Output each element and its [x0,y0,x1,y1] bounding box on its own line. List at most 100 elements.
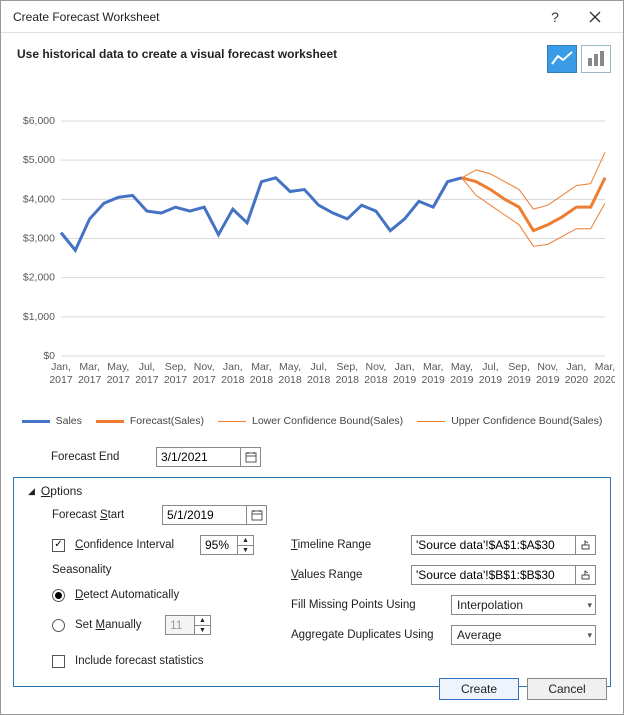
confidence-spinner[interactable]: ▲▼ [238,535,254,555]
svg-text:2018: 2018 [221,374,245,386]
svg-text:2017: 2017 [107,374,131,386]
create-forecast-dialog: Create Forecast Worksheet ? Use historic… [0,0,624,715]
svg-text:Jan,: Jan, [395,361,415,373]
svg-text:Sep,: Sep, [165,361,187,373]
chart-type-group [547,45,611,73]
seasonality-header: Seasonality [28,564,261,576]
legend-item: Lower Confidence Bound(Sales) [218,415,403,427]
svg-text:Mar,: Mar, [595,361,615,373]
svg-text:2018: 2018 [336,374,360,386]
seasonality-auto-radio[interactable] [52,589,65,602]
instructional-text: Use historical data to create a visual f… [1,33,623,71]
svg-text:Sep,: Sep, [508,361,530,373]
svg-text:2019: 2019 [450,374,474,386]
options-header[interactable]: ◢ Options [28,484,596,504]
create-button[interactable]: Create [439,678,519,700]
dropdown-value: Average [457,628,583,642]
range-picker-icon[interactable] [576,565,596,585]
options-panel: ◢ Options Forecast Start Confidence Inte… [13,477,611,687]
svg-text:2017: 2017 [49,374,73,386]
fill-missing-label: Fill Missing Points Using [291,599,441,611]
svg-text:Mar,: Mar, [251,361,271,373]
values-range-input[interactable] [411,565,576,585]
legend-label: Sales [56,415,82,427]
svg-text:2020: 2020 [593,374,615,386]
collapse-icon: ◢ [28,486,35,497]
svg-text:2018: 2018 [250,374,274,386]
aggregate-row: Aggregate Duplicates Using Average▾ [291,624,596,646]
chevron-down-icon: ▾ [583,600,592,611]
svg-text:Mar,: Mar, [423,361,443,373]
aggregate-label: Aggregate Duplicates Using [291,629,441,641]
forecast-end-row: Forecast End [1,443,623,471]
svg-text:Nov,: Nov, [194,361,215,373]
legend-label: Lower Confidence Bound(Sales) [252,415,403,427]
seasonality-value-input [165,615,195,635]
options-left-col: Confidence Interval ▲▼ Seasonality Detec… [28,534,261,672]
cancel-button[interactable]: Cancel [527,678,607,700]
aggregate-dropdown[interactable]: Average▾ [451,625,596,645]
help-button[interactable]: ? [535,3,575,31]
fill-missing-row: Fill Missing Points Using Interpolation▾ [291,594,596,616]
titlebar: Create Forecast Worksheet ? [1,1,623,33]
include-stats-checkbox[interactable] [52,655,65,668]
svg-text:2019: 2019 [393,374,417,386]
svg-text:Nov,: Nov, [537,361,558,373]
include-stats-label: Include forecast statistics [75,655,203,667]
svg-text:Jan,: Jan, [51,361,71,373]
seasonality-manual-label: Set Manually [75,619,155,631]
svg-text:2019: 2019 [507,374,531,386]
svg-text:May,: May, [107,361,129,373]
svg-text:$5,000: $5,000 [23,154,55,166]
forecast-start-input[interactable] [162,505,247,525]
svg-text:2017: 2017 [78,374,102,386]
svg-text:2019: 2019 [479,374,503,386]
window-title: Create Forecast Worksheet [13,10,535,24]
svg-text:$1,000: $1,000 [23,311,55,323]
svg-text:2018: 2018 [364,374,388,386]
timeline-range-input[interactable] [411,535,576,555]
svg-text:$2,000: $2,000 [23,272,55,284]
confidence-checkbox[interactable] [52,539,65,552]
svg-text:Nov,: Nov, [366,361,387,373]
seasonality-manual-radio[interactable] [52,619,65,632]
column-chart-button[interactable] [581,45,611,73]
svg-text:Mar,: Mar, [79,361,99,373]
confidence-row: Confidence Interval ▲▼ [28,534,261,556]
svg-text:$3,000: $3,000 [23,233,55,245]
svg-text:Jul,: Jul, [482,361,498,373]
calendar-icon[interactable] [247,505,267,525]
chart-legend: Sales Forecast(Sales) Lower Confidence B… [1,411,623,437]
legend-item: Forecast(Sales) [96,415,204,427]
forecast-chart: $0$1,000$2,000$3,000$4,000$5,000$6,000Ja… [1,111,623,411]
svg-text:2019: 2019 [536,374,560,386]
svg-text:2017: 2017 [135,374,159,386]
line-chart-button[interactable] [547,45,577,73]
svg-text:Jul,: Jul, [311,361,327,373]
svg-text:Jan,: Jan, [223,361,243,373]
svg-text:$6,000: $6,000 [23,115,55,127]
confidence-label: Confidence Interval [75,539,190,551]
svg-text:2018: 2018 [278,374,302,386]
values-range-row: Values Range [291,564,596,586]
range-picker-icon[interactable] [576,535,596,555]
legend-item: Upper Confidence Bound(Sales) [417,415,602,427]
svg-text:2017: 2017 [192,374,216,386]
options-title: Options [41,484,82,498]
svg-text:May,: May, [279,361,301,373]
confidence-input[interactable] [200,535,238,555]
values-range-label: Values Range [291,569,401,581]
seasonality-auto-label: Detect Automatically [75,589,179,601]
forecast-end-input[interactable] [156,447,241,467]
options-right-col: Timeline Range Values Range [291,534,596,672]
close-button[interactable] [575,3,615,31]
forecast-start-label: Forecast Start [52,509,152,521]
dialog-buttons: Create Cancel [439,678,607,700]
svg-text:$4,000: $4,000 [23,193,55,205]
calendar-icon[interactable] [241,447,261,467]
svg-text:Jan,: Jan, [566,361,586,373]
legend-label: Upper Confidence Bound(Sales) [451,415,602,427]
svg-text:2017: 2017 [164,374,188,386]
seasonality-manual-row: Set Manually ▲▼ [28,614,261,636]
fill-missing-dropdown[interactable]: Interpolation▾ [451,595,596,615]
